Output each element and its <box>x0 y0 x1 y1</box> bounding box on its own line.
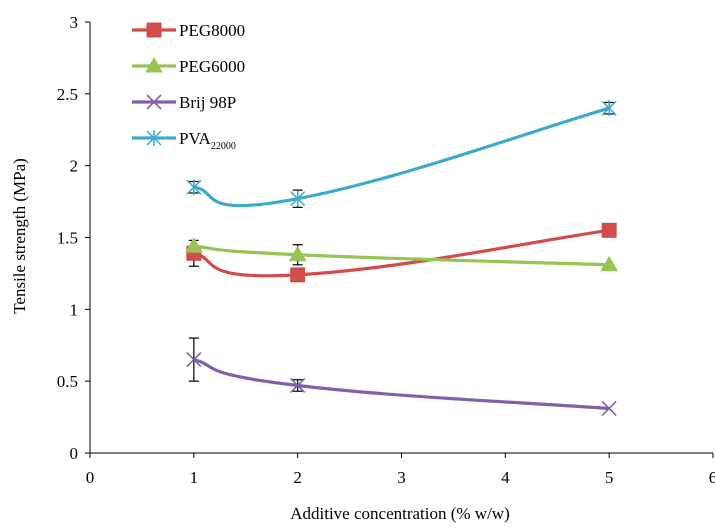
legend: PEG8000 PEG6000 Brij 98P PVA22000 <box>132 21 245 152</box>
legend-label-subscript: 22000 <box>211 141 236 152</box>
data-point <box>288 245 307 262</box>
data-point <box>186 352 202 368</box>
axes <box>85 21 714 458</box>
data-point <box>601 222 617 238</box>
y-tick-label: 0.5 <box>57 372 78 391</box>
series-pva <box>186 100 617 208</box>
series-brij-98p <box>186 337 617 417</box>
x-tick-label: 4 <box>501 468 510 487</box>
data-point <box>601 100 617 117</box>
series-line <box>193 358 610 411</box>
x-tick-label: 1 <box>190 468 199 487</box>
y-tick-labels: 0 0.5 1 1.5 2 2.5 3 <box>57 13 78 463</box>
legend-item: PEG6000 <box>132 56 245 76</box>
series-peg6000 <box>184 237 619 272</box>
legend-marker <box>146 130 162 146</box>
y-tick-label: 1.5 <box>57 229 78 248</box>
data-point <box>290 190 306 207</box>
x-tick-labels: 0 1 2 3 4 5 6 <box>86 468 715 487</box>
legend-label: Brij 98P <box>179 93 236 112</box>
legend-marker <box>145 56 163 73</box>
data-point <box>186 179 202 196</box>
series-peg8000 <box>186 222 617 283</box>
x-tick-label: 2 <box>293 468 302 487</box>
data-point <box>601 400 617 417</box>
y-axis-title: Tensile strength (MPa) <box>10 158 29 314</box>
y-tick-label: 2.5 <box>57 85 78 104</box>
legend-label: PVA22000 <box>179 129 236 152</box>
x-tick-label: 0 <box>86 468 95 487</box>
legend-label: PEG8000 <box>179 21 245 40</box>
legend-label: PEG6000 <box>179 57 245 76</box>
y-tick-label: 0 <box>70 444 79 463</box>
x-axis-title: Additive concentration (% w/w) <box>290 504 510 523</box>
y-tick-label: 2 <box>70 157 79 176</box>
data-point <box>290 267 306 283</box>
series-line <box>193 106 610 208</box>
y-tick-label: 1 <box>70 300 79 319</box>
x-tick-label: 6 <box>709 468 715 487</box>
data-point <box>290 377 306 394</box>
legend-item: Brij 98P <box>132 93 236 112</box>
legend-marker <box>146 94 162 110</box>
x-tick-label: 5 <box>605 468 614 487</box>
legend-marker <box>146 22 162 38</box>
y-tick-label: 3 <box>70 13 79 32</box>
data-point <box>600 255 619 272</box>
data-point <box>184 237 203 253</box>
x-tick-label: 3 <box>397 468 406 487</box>
plot-series <box>184 100 619 417</box>
legend-item: PVA22000 <box>132 129 236 152</box>
series-line <box>193 244 610 267</box>
series-line <box>193 228 610 278</box>
legend-item: PEG8000 <box>132 21 245 40</box>
